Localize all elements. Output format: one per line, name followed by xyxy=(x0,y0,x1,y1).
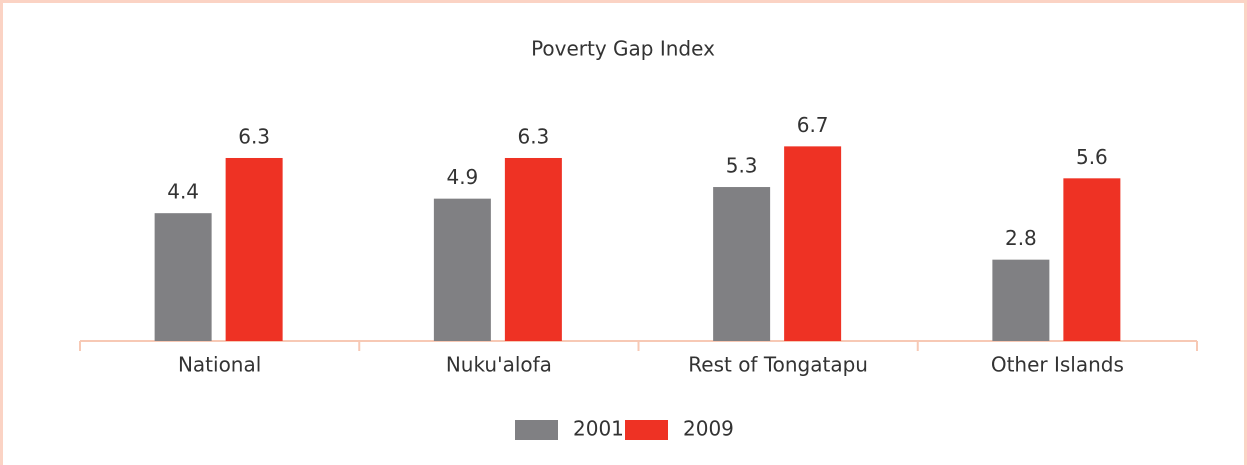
data-label: 6.3 xyxy=(238,124,270,148)
chart-title: Poverty Gap Index xyxy=(531,37,715,61)
data-label: 4.4 xyxy=(167,180,199,204)
bar xyxy=(1063,178,1121,341)
data-label: 6.3 xyxy=(517,124,549,148)
legend-label: 2009 xyxy=(683,417,734,441)
bar xyxy=(713,187,771,341)
legend-swatch xyxy=(625,420,668,440)
bar xyxy=(784,146,842,341)
data-label: 5.3 xyxy=(726,154,758,178)
data-label: 5.6 xyxy=(1076,145,1108,169)
x-tick-label: National xyxy=(178,353,261,377)
data-label: 6.7 xyxy=(797,113,829,137)
x-tick-label: Rest of Tongatapu xyxy=(688,353,868,377)
data-label: 4.9 xyxy=(446,165,478,189)
legend-label: 2001 xyxy=(573,417,624,441)
legend-swatch xyxy=(515,420,558,440)
bar xyxy=(433,198,491,341)
data-label: 2.8 xyxy=(1005,226,1037,250)
bar xyxy=(504,157,562,341)
x-tick-label: Other Islands xyxy=(991,353,1124,377)
bar xyxy=(992,259,1050,341)
x-tick-label: Nuku'alofa xyxy=(446,353,552,377)
bar xyxy=(154,213,212,341)
bar xyxy=(225,157,283,341)
